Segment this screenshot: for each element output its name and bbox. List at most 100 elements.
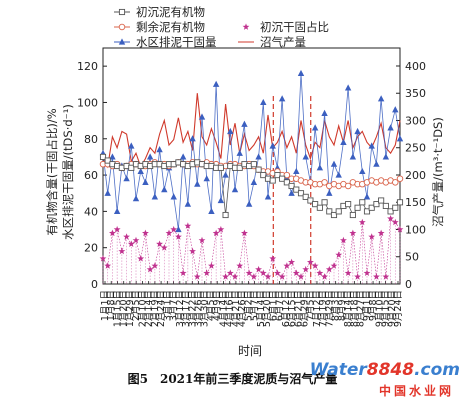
point-water-zone-solids — [250, 178, 258, 185]
point-primary-solids-ratio — [396, 225, 404, 233]
watermark-logo: Water8848.com 中国水业网 — [310, 360, 460, 402]
x-tick-label: 5月2日 — [243, 290, 254, 321]
point-primary-solids-ratio — [231, 273, 239, 280]
point-primary-solids-ratio — [387, 215, 394, 222]
point-water-zone-solids — [354, 127, 361, 135]
y-left-tick-label: 80 — [84, 133, 98, 146]
point-primary-solids-ratio — [151, 262, 159, 269]
point-primary-solids-ratio — [226, 269, 234, 276]
point-organic-primary-sludge — [99, 153, 107, 160]
point-primary-solids-ratio — [118, 247, 126, 255]
point-organic-primary-sludge — [345, 201, 352, 208]
point-water-zone-solids — [387, 124, 394, 131]
point-water-zone-solids — [363, 193, 371, 200]
y-left-tick-label: 20 — [84, 242, 98, 255]
x-tick-label: 8月14日 — [343, 290, 354, 327]
point-organic-primary-sludge — [373, 201, 380, 208]
point-organic-primary-sludge — [387, 208, 394, 215]
point-water-zone-solids — [269, 142, 276, 149]
point-primary-solids-ratio — [391, 218, 399, 226]
y-right-tick-label: 250 — [405, 142, 426, 155]
point-water-zone-solids — [189, 135, 196, 142]
point-water-zone-solids — [142, 178, 149, 185]
point-organic-excess-sludge — [396, 175, 404, 182]
point-primary-solids-ratio — [382, 273, 390, 280]
point-organic-primary-sludge — [302, 193, 309, 200]
point-water-zone-solids — [340, 138, 347, 145]
point-organic-primary-sludge — [255, 166, 262, 173]
point-organic-primary-sludge — [118, 8, 126, 16]
point-water-zone-solids — [321, 109, 328, 116]
point-primary-solids-ratio — [292, 269, 300, 276]
point-primary-solids-ratio — [373, 273, 380, 280]
point-organic-primary-sludge — [297, 190, 305, 197]
point-water-zone-solids — [184, 200, 192, 207]
point-primary-solids-ratio — [189, 247, 196, 255]
point-primary-solids-ratio — [363, 269, 371, 276]
x-tick-label: 4月14日 — [218, 290, 229, 327]
point-water-zone-solids — [264, 193, 272, 200]
point-primary-solids-ratio — [146, 265, 154, 273]
point-primary-solids-ratio — [175, 233, 182, 240]
x-tick-label: 3月22日 — [187, 290, 198, 327]
point-organic-primary-sludge — [307, 197, 314, 204]
point-primary-solids-ratio — [242, 23, 250, 30]
x-tick-label: 8月18日 — [349, 290, 360, 327]
y-right-axis-title: 沼气产量/(m³·t⁻¹DS) — [431, 117, 445, 227]
point-organic-primary-sludge — [321, 199, 328, 206]
point-primary-solids-ratio — [245, 269, 253, 276]
point-primary-solids-ratio — [250, 273, 258, 280]
point-water-zone-solids — [245, 200, 253, 207]
x-tick-label: 8月27日 — [356, 290, 367, 327]
y-right-tick-label: 50 — [405, 251, 419, 264]
point-water-zone-solids — [330, 160, 338, 167]
point-primary-solids-ratio — [156, 240, 163, 247]
y-right-tick-label: 100 — [405, 223, 426, 236]
x-tick-label: 9月20日 — [387, 290, 398, 327]
y-left-tick-label: 60 — [84, 169, 98, 182]
point-water-zone-solids — [222, 171, 229, 178]
point-primary-solids-ratio — [113, 225, 121, 233]
x-tick-label: 8月9日 — [337, 290, 348, 321]
point-primary-solids-ratio — [321, 273, 328, 280]
point-water-zone-solids — [373, 160, 380, 167]
point-organic-excess-sludge — [283, 171, 291, 179]
point-water-zone-solids — [302, 153, 309, 160]
point-organic-primary-sludge — [250, 161, 257, 168]
legend-label: 沼气产量 — [260, 35, 306, 49]
point-organic-primary-sludge — [217, 164, 224, 171]
x-tick-label: 7月12日 — [312, 290, 323, 327]
point-primary-solids-ratio — [325, 265, 333, 273]
point-organic-primary-sludge — [354, 204, 361, 211]
series-line-2 — [102, 218, 401, 278]
point-organic-primary-sludge — [274, 172, 281, 179]
point-primary-solids-ratio — [123, 233, 130, 240]
x-tick-label: 9月15日 — [381, 290, 392, 327]
x-tick-label: 9月24日 — [393, 290, 404, 327]
x-tick-label: 3月17日 — [181, 290, 192, 327]
point-organic-primary-sludge — [128, 164, 135, 171]
point-organic-excess-sludge — [321, 179, 328, 186]
x-tick-label: 2月14日 — [144, 290, 155, 327]
x-tick-label: 8月3日 — [331, 290, 342, 321]
point-water-zone-solids — [118, 38, 126, 45]
x-tick-label: 3月7日 — [169, 290, 180, 321]
legend-label: 初沉干固占比 — [260, 20, 329, 34]
point-primary-solids-ratio — [330, 262, 338, 269]
point-water-zone-solids — [109, 153, 116, 160]
point-organic-primary-sludge — [396, 199, 404, 206]
point-water-zone-solids — [359, 167, 366, 175]
x-tick-label: 1月20日 — [119, 290, 130, 327]
point-water-zone-solids — [344, 84, 352, 91]
point-water-zone-solids — [128, 142, 135, 149]
y-left-axis-title-1: 有机物含量(干固占比)/% — [45, 108, 59, 235]
watermark-site-name: 中国水业网 — [378, 384, 454, 398]
x-tick-label: 7月5日 — [306, 290, 317, 321]
point-water-zone-solids — [316, 164, 324, 171]
point-organic-primary-sludge — [363, 208, 371, 215]
point-water-zone-solids — [208, 207, 215, 214]
point-primary-solids-ratio — [307, 258, 314, 266]
point-water-zone-solids — [227, 127, 234, 135]
x-tick-label: 3月30日 — [200, 290, 211, 327]
point-water-zone-solids — [161, 186, 168, 193]
